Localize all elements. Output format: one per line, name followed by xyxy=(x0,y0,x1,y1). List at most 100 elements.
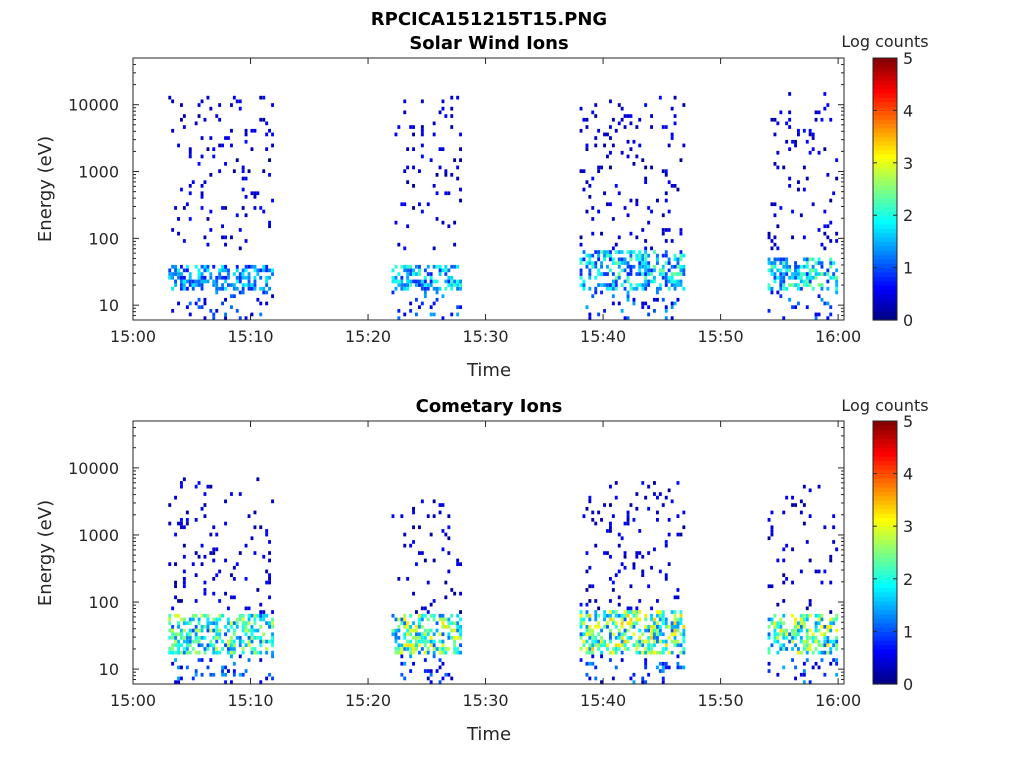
heatmap-cell xyxy=(594,543,598,548)
colorbar-segment xyxy=(873,84,897,90)
heatmap-cell xyxy=(232,577,236,581)
heatmap-cell xyxy=(227,275,230,280)
heatmap-cell xyxy=(394,650,398,655)
heatmap-cell xyxy=(611,647,615,651)
heatmap-cell xyxy=(253,510,257,515)
colorbar-segment xyxy=(873,145,897,151)
heatmap-cell xyxy=(632,139,636,144)
heatmap-cell xyxy=(247,279,251,284)
heatmap-cell xyxy=(603,253,606,258)
heatmap-cell xyxy=(247,628,251,633)
heatmap-cell xyxy=(609,613,612,618)
heatmap-cell xyxy=(661,297,665,302)
heatmap-cell xyxy=(641,554,645,559)
heatmap-cell xyxy=(585,639,589,644)
heatmap-cell xyxy=(658,286,662,291)
heatmap-cell xyxy=(432,613,436,618)
heatmap-cell xyxy=(441,647,445,651)
heatmap-cell xyxy=(594,261,598,265)
heatmap-cell xyxy=(797,621,800,625)
heatmap-cell xyxy=(597,643,601,648)
heatmap-cell xyxy=(597,257,601,262)
heatmap-cell xyxy=(218,636,222,640)
heatmap-cell xyxy=(203,297,207,302)
heatmap-cell xyxy=(661,275,665,280)
heatmap-cell xyxy=(168,95,172,100)
heatmap-cell xyxy=(611,621,615,625)
heatmap-cell xyxy=(585,569,589,574)
heatmap-cell xyxy=(779,110,783,115)
heatmap-cell xyxy=(664,272,668,276)
heatmap-cell xyxy=(606,643,609,648)
heatmap-cell xyxy=(171,99,175,104)
heatmap-cell xyxy=(679,228,683,232)
heatmap-cell xyxy=(432,647,436,651)
heatmap-cell xyxy=(676,588,680,592)
heatmap-cell xyxy=(829,628,833,633)
heatmap-cell xyxy=(423,658,427,662)
heatmap-cell xyxy=(188,636,192,640)
heatmap-cell xyxy=(394,628,398,633)
heatmap-cell xyxy=(799,639,803,644)
heatmap-cell xyxy=(603,132,606,137)
heatmap-cell xyxy=(785,286,789,291)
heatmap-cell xyxy=(638,261,642,265)
heatmap-cell xyxy=(244,176,248,181)
heatmap-cell xyxy=(802,283,806,287)
heatmap-cell xyxy=(232,286,236,291)
heatmap-cell xyxy=(441,503,445,507)
heatmap-cell xyxy=(676,621,680,625)
heatmap-cell xyxy=(206,625,210,629)
heatmap-cell xyxy=(188,312,192,317)
heatmap-cell xyxy=(609,99,612,104)
heatmap-cell xyxy=(185,286,189,291)
colorbar-segment xyxy=(873,280,897,286)
heatmap-cell xyxy=(797,275,800,280)
heatmap-cell xyxy=(415,272,418,276)
heatmap-cell xyxy=(221,235,224,240)
heatmap-cell xyxy=(614,275,618,280)
heatmap-cell xyxy=(265,290,269,295)
heatmap-cell xyxy=(673,272,677,276)
heatmap-cell xyxy=(262,610,266,614)
heatmap-cell xyxy=(823,525,827,530)
heatmap-cell xyxy=(632,643,636,648)
heatmap-cell xyxy=(250,613,254,618)
heatmap-cell xyxy=(767,235,771,240)
heatmap-cell xyxy=(394,639,398,644)
heatmap-cell xyxy=(626,514,630,518)
heatmap-cell xyxy=(168,636,172,640)
heatmap-cell xyxy=(600,283,603,287)
heatmap-cell xyxy=(209,639,213,644)
heatmap-cell xyxy=(641,301,645,306)
heatmap-cell xyxy=(623,551,627,555)
heatmap-cell xyxy=(653,279,656,284)
heatmap-cell xyxy=(591,206,595,210)
heatmap-cell xyxy=(241,206,245,210)
heatmap-cell xyxy=(673,636,677,640)
colorbar-segment xyxy=(873,123,897,129)
heatmap-cell xyxy=(773,242,777,247)
heatmap-cell xyxy=(418,636,421,640)
heatmap-cell xyxy=(653,621,656,625)
heatmap-cell xyxy=(247,621,251,625)
heatmap-cell xyxy=(203,588,207,592)
heatmap-cell xyxy=(644,628,648,633)
heatmap-cell xyxy=(661,632,665,637)
heatmap-cell xyxy=(653,297,656,302)
heatmap-cell xyxy=(620,617,624,622)
heatmap-cell xyxy=(600,250,603,254)
heatmap-cell xyxy=(808,636,812,640)
heatmap-cell xyxy=(232,621,236,625)
heatmap-cell xyxy=(247,169,251,173)
heatmap-cell xyxy=(171,606,175,611)
heatmap-cell xyxy=(667,518,671,522)
heatmap-cell xyxy=(200,658,204,662)
heatmap-cell xyxy=(791,235,794,240)
colorbar-label: Log counts xyxy=(841,32,928,51)
heatmap-cell xyxy=(820,286,824,291)
colorbar-segment xyxy=(873,473,897,479)
heatmap-cell xyxy=(785,121,789,126)
heatmap-cell xyxy=(811,650,815,655)
